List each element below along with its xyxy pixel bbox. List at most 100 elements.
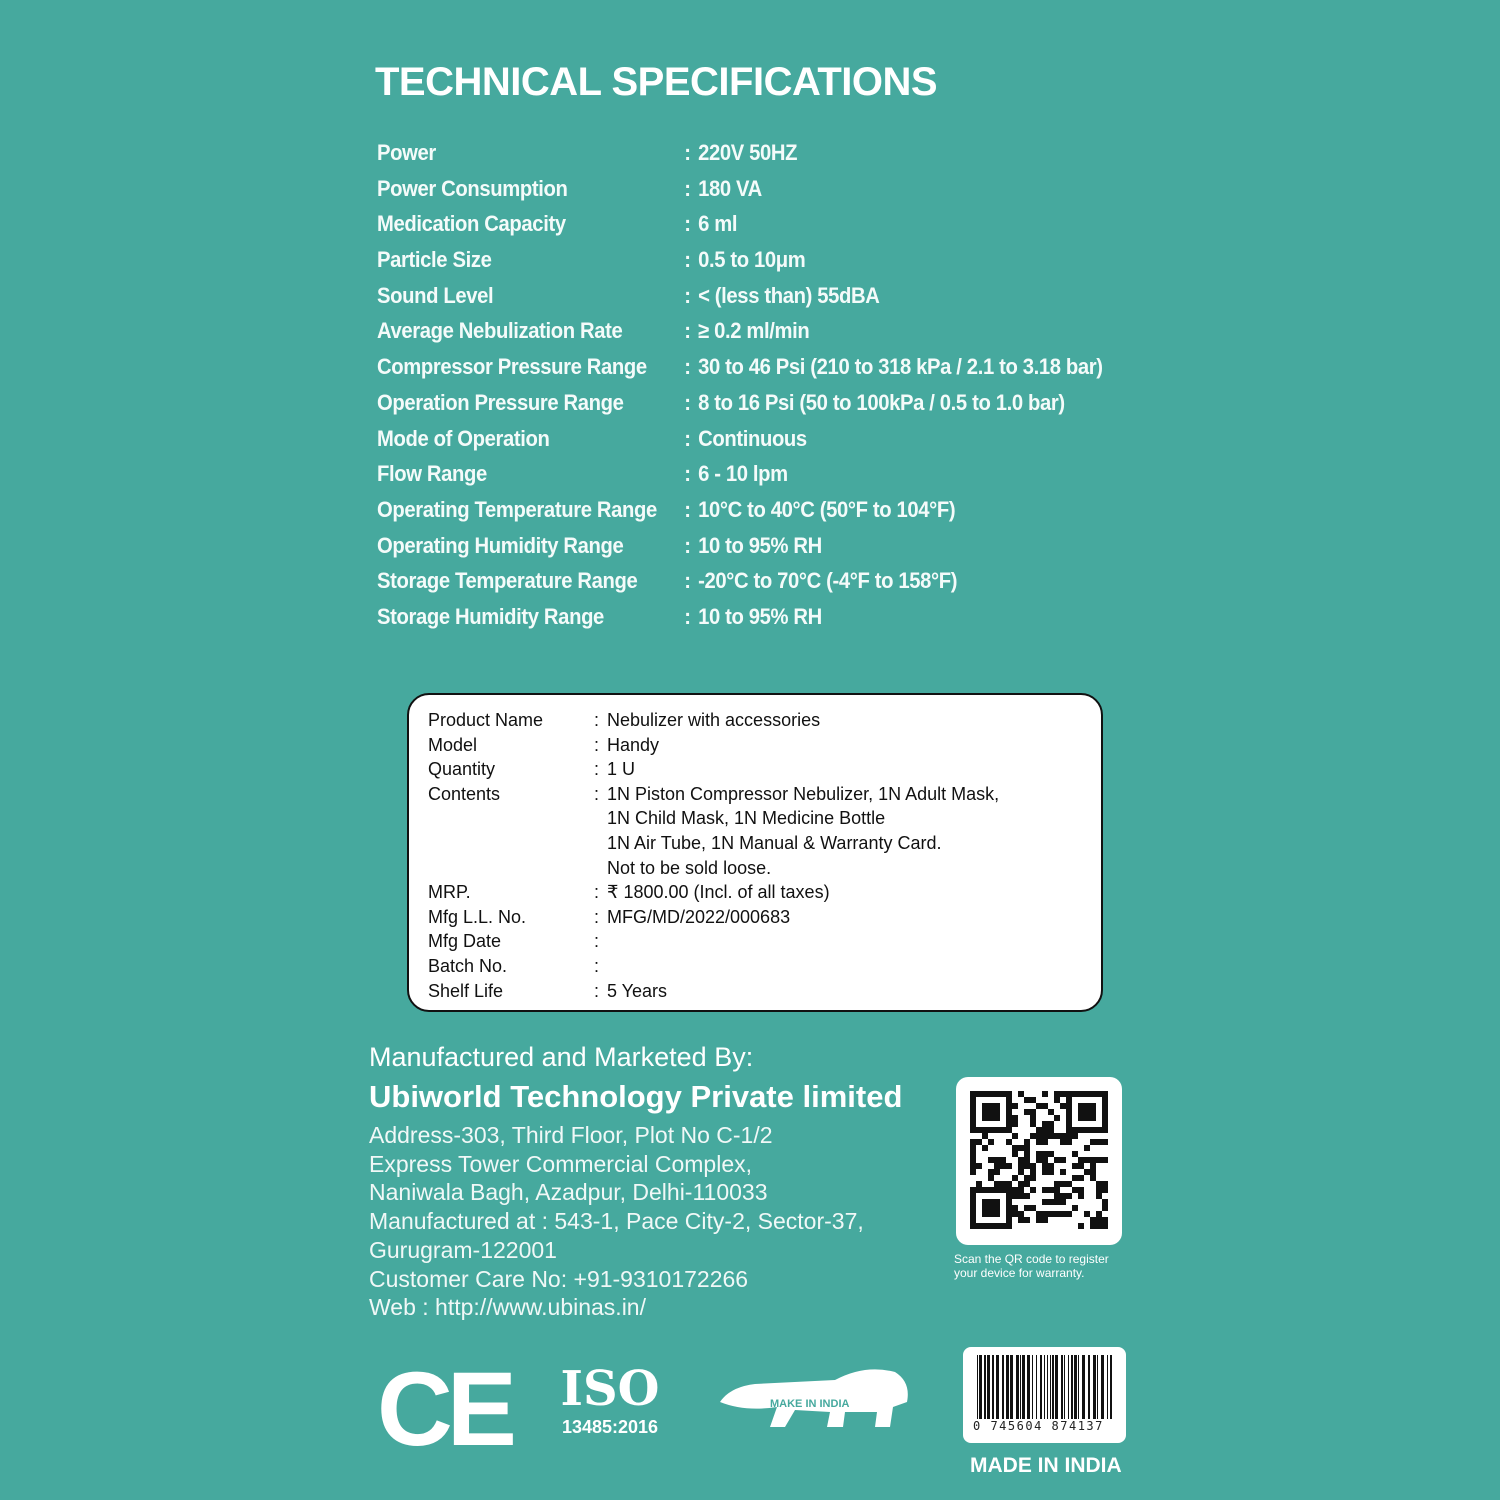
product-label — [428, 831, 594, 856]
spec-row: Operating Temperature Range:10°C to 40°C… — [377, 497, 1205, 533]
spec-label: Operating Humidity Range — [377, 532, 624, 558]
product-value: MFG/MD/2022/000683 — [607, 906, 791, 927]
company-name: Ubiworld Technology Private limited — [369, 1079, 903, 1114]
spec-row: Storage Humidity Range:10 to 95% RH — [377, 604, 1205, 640]
colon — [594, 831, 607, 856]
product-value: ₹ 1800.00 (Incl. of all taxes) — [607, 882, 830, 903]
address-line: Manufactured at : 543-1, Pace City-2, Se… — [369, 1208, 864, 1235]
product-label: Contents — [428, 783, 501, 804]
iso-standard: 13485:2016 — [561, 1417, 659, 1437]
make-in-india-logo: MAKE IN INDIA — [715, 1362, 915, 1437]
spec-row: Medication Capacity:6 ml — [377, 211, 1205, 247]
spec-value: 6 ml — [698, 211, 738, 237]
spec-label: Power — [377, 140, 436, 165]
address-line: Express Tower Commercial Complex, — [369, 1150, 753, 1177]
product-label: Mfg Date — [428, 931, 502, 952]
qr-note-line: your device for warranty. — [954, 1266, 1085, 1280]
spec-row: Sound Level: < (less than) 55dBA — [377, 283, 1205, 319]
colon: : — [594, 980, 600, 1001]
spec-label: Storage Humidity Range — [377, 603, 604, 629]
colon: : — [684, 354, 691, 380]
product-value: 1N Piston Compressor Nebulizer, 1N Adult… — [607, 783, 1000, 804]
spec-value: 180 VA — [698, 175, 762, 201]
spec-value: Continuous — [698, 425, 807, 451]
product-value: 1 U — [607, 759, 636, 780]
product-value: Handy — [607, 734, 660, 755]
product-label: Batch No. — [428, 955, 508, 976]
colon: : — [594, 759, 600, 780]
colon: : — [684, 318, 691, 344]
spec-row: Flow Range:6 - 10 lpm — [377, 461, 1205, 497]
spec-value: 220V 50HZ — [698, 140, 798, 165]
colon: : — [594, 955, 600, 976]
spec-value: 30 to 46 Psi (210 to 318 kPa / 2.1 to 3.… — [698, 354, 1103, 380]
colon: : — [684, 389, 691, 415]
colon — [594, 856, 607, 881]
specifications-list: Power:220V 50HZ Power Consumption:180 VA M… — [377, 140, 1277, 640]
address-line: Address-303, Third Floor, Plot No C-1/2 — [369, 1122, 773, 1148]
product-row: 1N Child Mask, 1N Medicine Bottle — [428, 806, 1101, 831]
product-row: Model: Handy — [428, 733, 1101, 758]
spec-label: Mode of Operation — [377, 425, 550, 451]
product-value: 1N Child Mask, 1N Medicine Bottle — [607, 808, 886, 829]
spec-label: Power Consumption — [377, 175, 568, 201]
product-value: 5 Years — [607, 980, 668, 1001]
colon: : — [684, 532, 691, 558]
product-info-box: Product Name: Nebulizer with accessories M… — [407, 693, 1103, 1012]
colon: : — [684, 425, 691, 451]
spec-value: 0.5 to 10μm — [698, 247, 806, 273]
manufacturer-info: Manufactured and Marketed By: Ubiworld T… — [369, 1042, 902, 1322]
spec-row: Compressor Pressure Range:30 to 46 Psi (… — [377, 354, 1205, 390]
spec-row: Power Consumption:180 VA — [377, 176, 1205, 212]
spec-value: 8 to 16 Psi (50 to 100kPa / 0.5 to 1.0 b… — [698, 389, 1065, 415]
barcode-number: 0 745604 874137 — [973, 1419, 1104, 1433]
spec-value: 6 - 10 lpm — [698, 461, 788, 487]
spec-value: < (less than) 55dBA — [698, 282, 880, 308]
made-in-india: MADE IN INDIA — [970, 1454, 1122, 1477]
product-label: Model — [428, 734, 478, 755]
colon: : — [594, 734, 600, 755]
address-line: Gurugram-122001 — [369, 1236, 557, 1263]
spec-value: -20°C to 70°C (-4°F to 158°F) — [698, 568, 958, 594]
colon: : — [594, 783, 600, 804]
colon: : — [594, 710, 600, 730]
address-block: Address-303, Third Floor, Plot No C-1/2 … — [369, 1121, 902, 1322]
product-value: Not to be sold loose. — [607, 857, 772, 878]
spec-row: Operating Humidity Range:10 to 95% RH — [377, 533, 1205, 569]
product-row: Batch No.: — [428, 954, 1101, 979]
qr-note: Scan the QR code to register your device… — [954, 1252, 1144, 1280]
spec-row: Mode of Operation: Continuous — [377, 426, 1205, 462]
colon: : — [684, 568, 691, 594]
spec-value: 10°C to 40°C (50°F to 104°F) — [698, 496, 956, 522]
spec-label: Medication Capacity — [377, 211, 566, 237]
spec-row: Particle Size:0.5 to 10μm — [377, 247, 1205, 283]
spec-label: Compressor Pressure Range — [377, 354, 647, 380]
product-row: Mfg L.L. No.: MFG/MD/2022/000683 — [428, 905, 1101, 930]
spec-row: Storage Temperature Range: -20°C to 70°C … — [377, 568, 1205, 604]
product-label: Shelf Life — [428, 980, 504, 1001]
spec-row: Power:220V 50HZ — [377, 140, 1205, 176]
qr-note-line: Scan the QR code to register — [954, 1252, 1109, 1266]
spec-label: Operation Pressure Range — [377, 389, 624, 415]
product-value: Nebulizer with accessories — [607, 710, 821, 730]
product-label — [428, 856, 594, 881]
colon: : — [684, 603, 691, 629]
qr-code[interactable] — [956, 1077, 1122, 1245]
spec-row: Average Nebulization Rate: ≥ 0.2 ml/min — [377, 318, 1205, 354]
colon: : — [684, 247, 691, 273]
product-row: Product Name: Nebulizer with accessories — [428, 708, 1101, 733]
customer-care: Customer Care No: +91-9310172266 — [369, 1265, 749, 1292]
product-row: Mfg Date: — [428, 929, 1101, 954]
spec-row: Operation Pressure Range:8 to 16 Psi (50… — [377, 390, 1205, 426]
iso-logo: ISO 13485:2016 — [555, 1355, 665, 1438]
spec-label: Operating Temperature Range — [377, 496, 657, 522]
product-row: Shelf Life:5 Years — [428, 979, 1101, 1004]
colon: : — [594, 931, 600, 952]
product-row: Not to be sold loose. — [428, 856, 1101, 881]
product-row: Quantity:1 U — [428, 757, 1101, 782]
spec-label: Sound Level — [377, 282, 494, 308]
product-row: 1N Air Tube, 1N Manual & Warranty Card. — [428, 831, 1101, 856]
spec-label: Storage Temperature Range — [377, 568, 638, 594]
website-link[interactable]: Web : http://www.ubinas.in/ — [369, 1294, 646, 1321]
spec-value: 10 to 95% RH — [698, 532, 822, 558]
